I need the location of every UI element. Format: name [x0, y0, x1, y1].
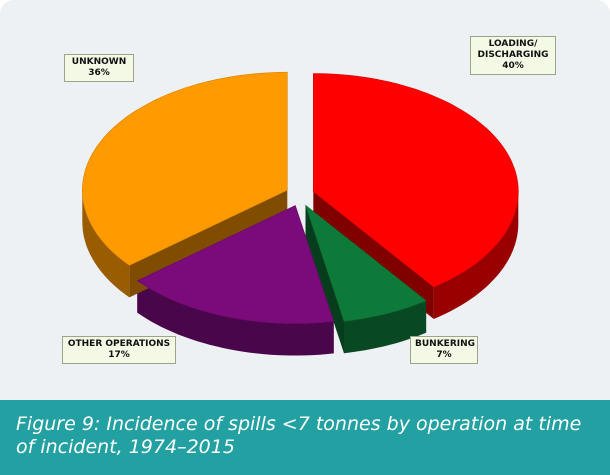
- category-label: LOADING/ DISCHARGING: [477, 39, 549, 60]
- slice: [81, 71, 288, 266]
- slice: [312, 73, 519, 288]
- slice-side: [305, 205, 344, 354]
- category-label: OTHER OPERATIONS: [67, 339, 171, 349]
- value-label: 17%: [108, 350, 130, 360]
- caption: Figure 9: Incidence of spills <7 tonnes …: [0, 400, 610, 475]
- value-label: 40%: [502, 61, 524, 71]
- slice-wall: [137, 280, 334, 356]
- value-label: 7%: [436, 350, 452, 360]
- data-label: LOADING/ DISCHARGING 40%: [470, 36, 556, 75]
- category-label: BUNKERING: [415, 339, 476, 349]
- data-label: OTHER OPERATIONS 17%: [62, 336, 176, 364]
- slice-wall: [82, 190, 130, 298]
- data-label: BUNKERING 7%: [410, 336, 478, 364]
- category-label: UNKNOWN: [71, 57, 127, 67]
- data-label: UNKNOWN 36%: [64, 54, 134, 82]
- chart: [81, 71, 519, 356]
- slice-wall: [433, 191, 519, 319]
- slice: [304, 204, 427, 322]
- slice-wall: [344, 300, 427, 354]
- value-label: 36%: [88, 68, 110, 78]
- slice: [136, 205, 335, 324]
